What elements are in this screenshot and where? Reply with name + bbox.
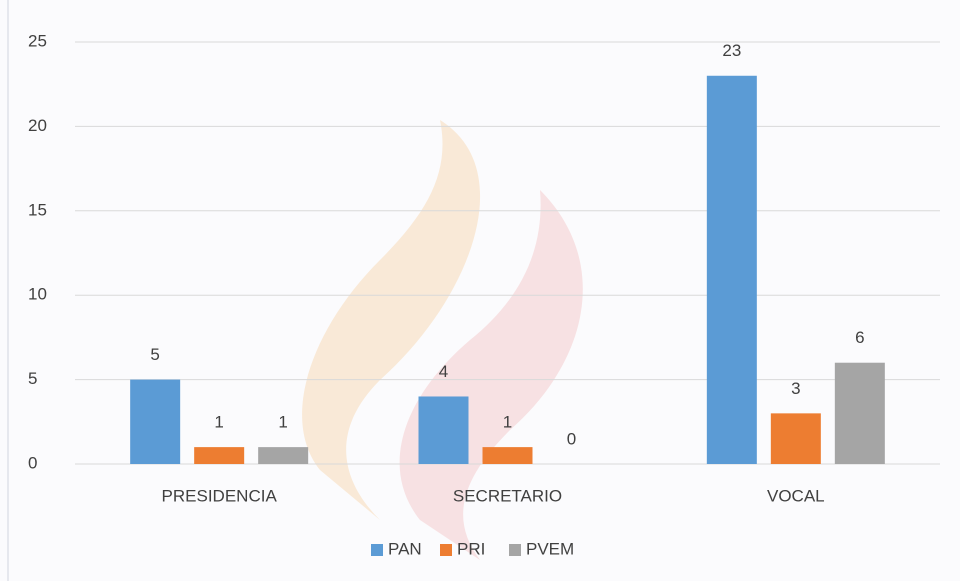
- legend-swatch: [371, 544, 383, 556]
- data-label: 1: [278, 413, 287, 432]
- y-tick-label: 0: [28, 453, 37, 472]
- bar: [706, 75, 757, 464]
- bar: [130, 379, 181, 464]
- y-tick-label: 20: [28, 116, 47, 135]
- watermark: [302, 120, 481, 520]
- x-tick-label: PRESIDENCIA: [162, 486, 278, 505]
- data-label: 4: [439, 362, 448, 381]
- y-tick-label: 5: [28, 369, 37, 388]
- data-label: 1: [214, 413, 223, 432]
- y-tick-label: 15: [28, 200, 47, 219]
- data-label: 5: [150, 345, 159, 364]
- x-tick-label: SECRETARIO: [453, 486, 562, 505]
- y-tick-label: 10: [28, 285, 47, 304]
- data-label: 0: [567, 429, 576, 448]
- legend-label: PRI: [457, 539, 485, 558]
- bar: [418, 396, 469, 464]
- watermark: [399, 190, 583, 560]
- legend-swatch: [440, 544, 452, 556]
- data-label: 23: [722, 41, 741, 60]
- legend-label: PVEM: [526, 539, 574, 558]
- legend-swatch: [509, 544, 521, 556]
- data-label: 3: [791, 379, 800, 398]
- x-tick-label: VOCAL: [767, 486, 825, 505]
- y-tick-label: 25: [28, 31, 47, 50]
- bar: [258, 447, 309, 464]
- data-label: 1: [503, 413, 512, 432]
- data-label: 6: [855, 328, 864, 347]
- bar: [834, 362, 885, 464]
- legend-label: PAN: [388, 539, 422, 558]
- bar: [482, 447, 533, 464]
- bar: [194, 447, 245, 464]
- bar: [770, 413, 821, 464]
